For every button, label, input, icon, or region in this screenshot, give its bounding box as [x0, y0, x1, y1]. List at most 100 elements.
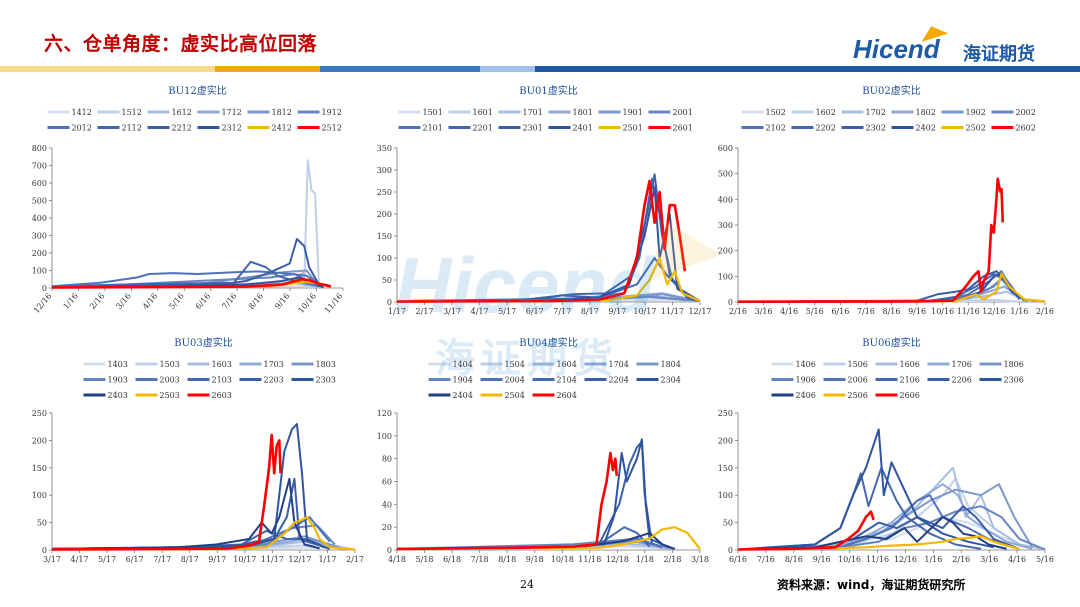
legend-label: 1812: [272, 108, 292, 117]
series-line-2603: [51, 433, 282, 551]
x-tick-label: 4/16: [141, 292, 159, 312]
x-tick-label: 2/17: [416, 307, 434, 316]
chart-bu12: BU12虚实比 1412 1512 1612 1712 1812 1912 2012 2112 2…: [32, 84, 345, 315]
legend-label: 2012: [72, 124, 92, 133]
series-line-2012: [51, 270, 325, 288]
series-line-2403: [51, 477, 320, 550]
x-tick-label: 2/16: [952, 555, 970, 564]
y-tick-label: 200: [32, 249, 47, 258]
x-tick-label: 2/16: [1036, 307, 1054, 316]
y-tick-label: 800: [32, 144, 47, 153]
legend-label: 2403: [108, 391, 128, 400]
legend-label: 2401: [573, 124, 593, 133]
series-line-2212: [51, 238, 320, 289]
y-tick-label: 0: [42, 284, 47, 293]
legend-label: 1902: [966, 108, 986, 117]
legend-label: 2004: [505, 376, 525, 385]
y-tick-label: 150: [377, 232, 392, 241]
series-line-2304: [396, 438, 671, 550]
y-tick-label: 600: [718, 144, 733, 153]
x-tick-label: 3/16: [114, 292, 132, 312]
page-number: 24: [520, 578, 534, 591]
band-segment-2: [215, 66, 320, 72]
legend-label: 1601: [473, 108, 493, 117]
legend-label: 2606: [900, 391, 920, 400]
x-tick-label: 11/17: [261, 555, 284, 564]
x-tick-label: 2/16: [729, 307, 747, 316]
x-tick-label: 7/17: [553, 307, 571, 316]
legend-label: 1606: [900, 360, 920, 369]
x-tick-label: 7/16: [757, 555, 775, 564]
source-note: 资料来源：wind，海证期货研究所: [777, 578, 966, 592]
x-tick-label: 12/17: [288, 555, 311, 564]
chart-title: BU01虚实比: [519, 84, 578, 97]
y-tick-label: 150: [32, 464, 47, 473]
chart-title: BU02虚实比: [862, 84, 921, 97]
y-tick-label: 600: [32, 179, 47, 188]
series-line-2401: [396, 186, 696, 303]
legend-label: 1906: [796, 376, 816, 385]
x-tick-label: 7/16: [220, 292, 238, 312]
y-tick-label: 150: [718, 464, 733, 473]
x-tick-label: 6/16: [729, 555, 747, 564]
legend-label: 2502: [966, 124, 986, 133]
series-line-2512: [51, 278, 332, 289]
y-tick-label: 250: [377, 188, 392, 197]
legend-label: 2006: [848, 376, 868, 385]
chart-bu01: BU01虚实比 1501 1601 1701 1801 1901 2001 2101 2201 2…: [377, 84, 712, 316]
x-tick-label: 3/17: [443, 307, 461, 316]
x-tick-label: 3/16: [755, 307, 773, 316]
x-tick-label: 12/18: [606, 555, 629, 564]
x-tick-label: 11/16: [323, 292, 345, 315]
legend-label: 2604: [557, 391, 577, 400]
legend-label: 2602: [1016, 124, 1036, 133]
chart-bu04: BU04虚实比 1404 1504 1604 1704 1804 1904 2004 2104 2…: [377, 336, 709, 564]
legend-label: 1506: [848, 360, 868, 369]
x-tick-label: 1/17: [318, 555, 336, 564]
legend-label: 1903: [108, 376, 128, 385]
logo-text-en: Hicend: [853, 34, 940, 64]
x-tick-label: 1/16: [924, 555, 942, 564]
y-tick-label: 50: [37, 519, 47, 528]
legend-label: 2402: [916, 124, 936, 133]
x-tick-label: 10/18: [551, 555, 574, 564]
legend-label: 2206: [952, 376, 972, 385]
series-line-2602: [737, 177, 1005, 303]
y-tick-label: 80: [382, 455, 392, 464]
legend-label: 2102: [766, 124, 786, 133]
chart-bu03: BU03虚实比 1403 1503 1603 1703 1803 1903 2003 2103 2…: [32, 336, 364, 564]
legend-label: 1512: [122, 108, 142, 117]
legend-label: 2306: [1004, 376, 1024, 385]
legend-label: 1603: [212, 360, 232, 369]
legend-label: 1706: [952, 360, 972, 369]
series-line-1606: [737, 466, 1046, 551]
y-tick-label: 300: [32, 232, 47, 241]
x-tick-label: 3/18: [691, 555, 709, 564]
x-tick-label: 9/17: [208, 555, 226, 564]
legend-label: 1504: [505, 360, 525, 369]
y-tick-label: 500: [718, 170, 733, 179]
y-tick-label: 50: [723, 519, 733, 528]
legend-label: 2404: [453, 391, 473, 400]
legend-label: 2312: [222, 124, 242, 133]
legend-label: 2601: [673, 124, 693, 133]
legend-label: 2303: [316, 376, 336, 385]
x-tick-label: 9/17: [608, 307, 626, 316]
x-tick-label: 4/16: [780, 307, 798, 316]
x-tick-label: 6/17: [126, 555, 144, 564]
y-tick-label: 100: [718, 272, 733, 281]
x-tick-label: 8/17: [581, 307, 599, 316]
x-tick-label: 11/16: [866, 555, 889, 564]
legend-label: 1904: [453, 376, 473, 385]
x-tick-label: 6/16: [831, 307, 849, 316]
legend-label: 1602: [816, 108, 836, 117]
legend-label: 1806: [1004, 360, 1024, 369]
legend-label: 2203: [264, 376, 284, 385]
y-tick-label: 0: [42, 546, 47, 555]
legend-label: 2301: [523, 124, 543, 133]
legend-label: 1501: [423, 108, 443, 117]
x-tick-label: 10/17: [633, 307, 656, 316]
legend-label: 2001: [673, 108, 693, 117]
legend-label: 2302: [866, 124, 886, 133]
legend-label: 2406: [796, 391, 816, 400]
